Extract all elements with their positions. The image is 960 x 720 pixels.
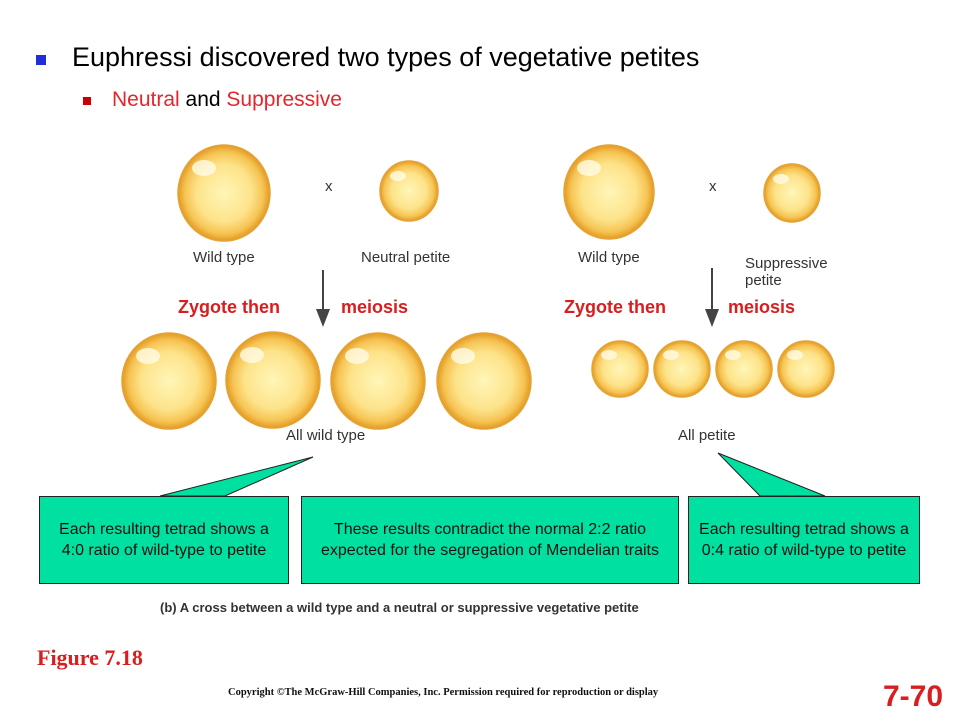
all-wild-type-label: All wild type [286, 427, 366, 444]
middle-callout: These results contradict the normal 2:2 … [301, 496, 679, 584]
sub-bullet-marker [83, 97, 91, 105]
neutral-petite-cell [379, 160, 439, 222]
down-arrow-icon [705, 268, 719, 327]
and-word: and [179, 88, 227, 111]
figure-caption: (b) A cross between a wild type and a ne… [160, 600, 639, 615]
bullet-marker [36, 55, 46, 65]
cell-highlight [663, 350, 679, 360]
cell-highlight [577, 160, 601, 176]
petite-spore [591, 340, 649, 398]
suppressive-term: Suppressive [226, 88, 342, 111]
cell-highlight [773, 174, 789, 184]
petite-spore [715, 340, 773, 398]
neutral-term: Neutral [112, 88, 180, 111]
cell-highlight [601, 350, 617, 360]
main-bullet-text: Euphressi discovered two types of vegeta… [72, 42, 700, 72]
all-petite-label: All petite [678, 427, 736, 444]
wild-type-cell [563, 144, 655, 240]
right-callout-pointer [717, 452, 826, 497]
zygote-then-label: Zygote then [564, 297, 666, 317]
suppressive-petite-cell [763, 163, 821, 223]
cell-highlight [451, 348, 475, 364]
cell-highlight [240, 347, 264, 363]
left-callout: Each resulting tetrad shows a 4:0 ratio … [39, 496, 289, 584]
cell-highlight [192, 160, 216, 176]
copyright-notice: Copyright ©The McGraw-Hill Companies, In… [228, 687, 659, 698]
petite-spore [777, 340, 835, 398]
meiosis-label: meiosis [728, 297, 796, 317]
cell-highlight [725, 350, 741, 360]
cell-highlight [787, 350, 803, 360]
sub-bullet-text: Neutral and Suppressive [112, 88, 342, 112]
wild-type-cell [177, 144, 271, 242]
petite-spore [653, 340, 711, 398]
down-arrow-icon [316, 270, 330, 327]
wild-type-spore [436, 332, 532, 430]
wild-type-spore [330, 332, 426, 430]
left-callout-pointer [159, 456, 314, 497]
meiosis-label: meiosis [341, 297, 409, 317]
suppressive-petite-label: Suppressive petite [745, 255, 828, 289]
cross-symbol: x [325, 178, 333, 195]
wild-type-spore [225, 331, 321, 429]
figure-label: Figure 7.18 [37, 645, 143, 670]
slide-number: 7-70 [883, 680, 944, 713]
cell-highlight [345, 348, 369, 364]
neutral-petite-label: Neutral petite [361, 249, 451, 266]
cross-symbol: x [709, 178, 717, 195]
cell-highlight [136, 348, 160, 364]
wild-type-label: Wild type [578, 249, 640, 266]
wild-type-spore [121, 332, 217, 430]
right-callout: Each resulting tetrad shows a 0:4 ratio … [688, 496, 920, 584]
suppressive-label-line2: petite [745, 272, 782, 289]
suppressive-label-line1: Suppressive [745, 255, 828, 272]
wild-type-label: Wild type [193, 249, 255, 266]
cell-highlight [390, 171, 406, 181]
zygote-then-label: Zygote then [178, 297, 280, 317]
